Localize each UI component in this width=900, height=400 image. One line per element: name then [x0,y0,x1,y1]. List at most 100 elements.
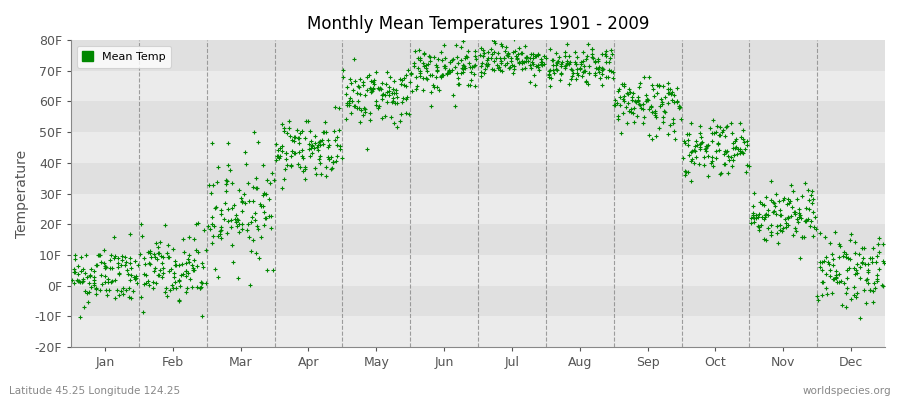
Point [375,91,390,97]
Point [616,80,631,87]
Point [515,58,529,64]
Point [157,270,171,276]
Point [648,110,662,116]
Point [223,224,238,230]
Point [296,168,310,174]
Point [246,237,260,244]
Point [182,234,196,240]
Point [560,40,574,47]
Point [193,284,207,291]
Point [554,69,568,76]
Point [825,256,840,262]
Point [799,204,814,211]
Point [292,130,307,136]
Point [225,205,239,211]
Point [369,69,383,75]
Point [872,235,886,242]
Point [211,232,225,239]
Point [244,218,258,225]
Point [312,138,327,144]
Point [594,51,608,57]
Point [455,38,470,44]
Point [512,59,526,66]
Point [710,140,724,146]
Point [860,266,875,273]
Point [246,198,260,205]
Point [153,239,167,246]
Point [185,267,200,273]
Point [446,92,460,98]
Point [202,182,216,188]
Point [304,142,319,149]
Point [295,152,310,159]
Point [824,290,839,296]
Point [863,254,878,261]
Point [166,270,181,277]
Point [151,249,166,256]
Point [515,50,529,56]
Point [328,137,342,143]
Point [477,50,491,56]
Point [813,230,827,236]
Point [434,74,448,80]
Point [642,106,656,112]
Point [806,233,820,239]
Point [228,202,242,208]
Point [423,54,437,60]
Point [235,199,249,206]
Point [346,56,361,62]
Point [206,233,220,239]
Point [291,161,305,167]
Point [185,262,200,269]
Point [474,68,489,75]
Point [128,275,142,282]
Point [242,233,256,240]
Point [500,53,515,60]
Point [590,58,605,64]
Point [254,234,268,241]
Point [287,138,302,144]
Point [410,83,424,89]
Point [743,215,758,221]
Point [572,64,587,71]
Point [220,178,235,184]
Point [501,51,516,57]
Point [303,145,318,151]
Point [159,293,174,300]
Point [798,180,813,186]
Point [829,274,843,280]
Point [684,148,698,155]
Point [443,59,457,65]
Point [667,99,681,106]
Point [825,276,840,282]
Point [549,62,563,68]
Point [130,262,145,268]
Point [363,85,377,92]
Point [511,59,526,65]
Point [727,144,742,151]
Point [558,62,572,69]
Point [140,249,155,255]
Point [588,70,602,76]
Point [857,287,871,293]
Point [100,276,114,282]
Point [404,71,419,77]
Point [312,139,327,145]
Point [134,221,148,228]
Point [446,67,460,73]
Point [390,100,404,107]
Point [612,86,626,92]
Point [74,254,88,260]
Point [616,98,631,105]
Point [781,214,796,221]
Point [344,110,358,116]
Point [719,124,733,131]
Point [695,139,709,145]
Point [197,227,211,233]
Point [432,87,446,93]
Point [601,59,616,66]
Point [839,254,853,260]
Point [544,75,558,81]
Point [801,216,815,222]
Point [162,254,176,260]
